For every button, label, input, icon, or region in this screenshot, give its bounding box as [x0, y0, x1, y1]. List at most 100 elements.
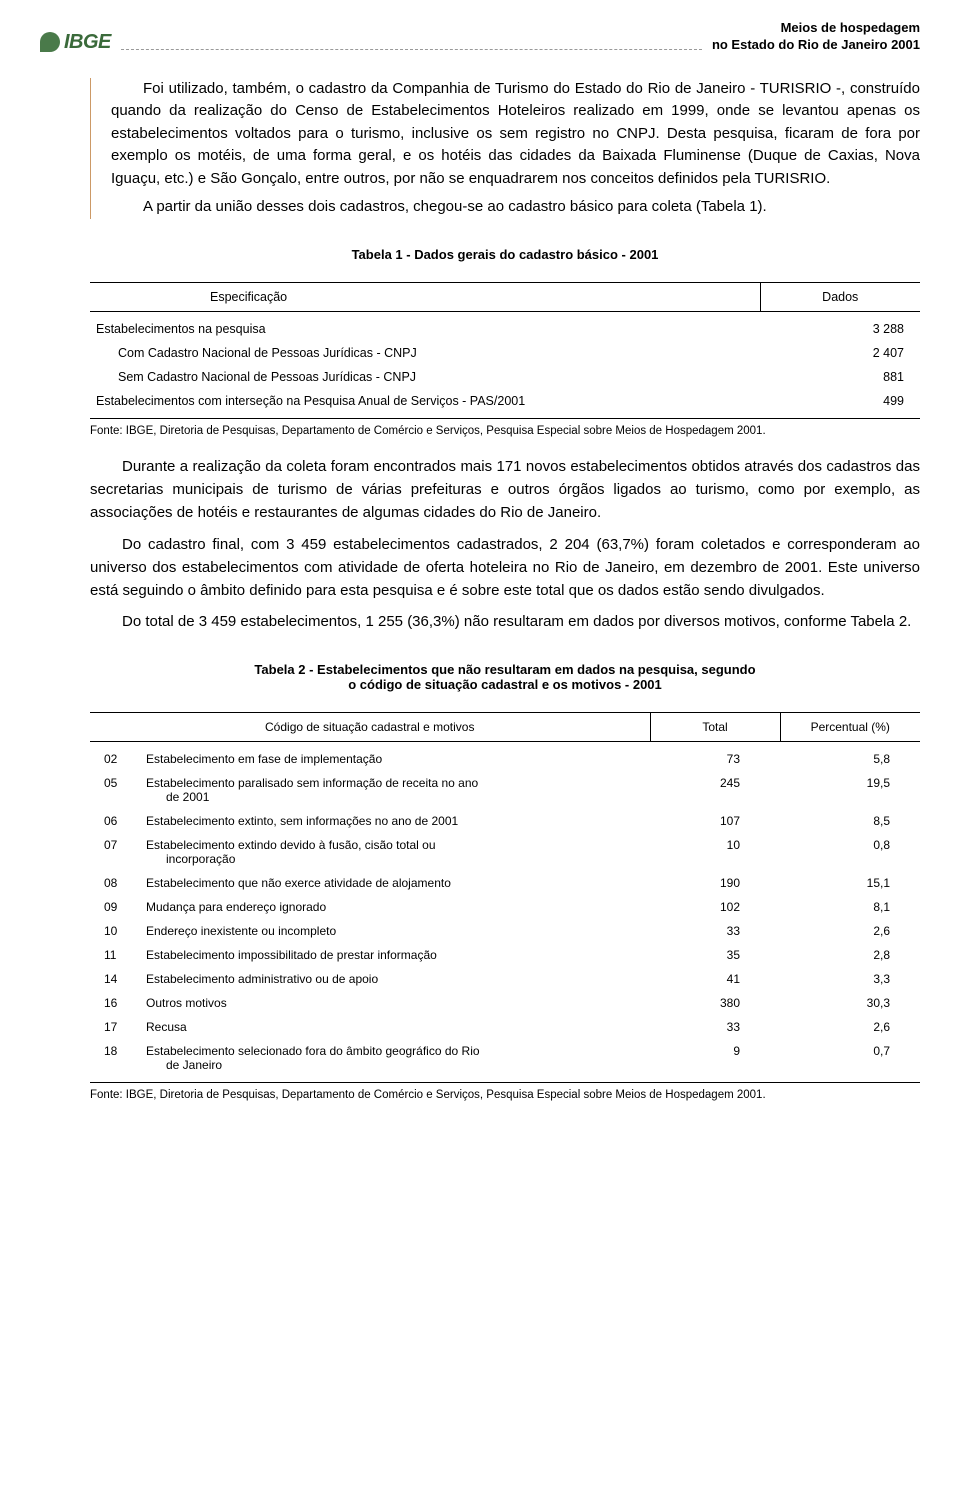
table2-cell-total: 73 [650, 741, 780, 771]
table2-source: Fonte: IBGE, Diretoria de Pesquisas, Dep… [90, 1089, 920, 1101]
middle-paragraph-2: Do cadastro final, com 3 459 estabelecim… [90, 533, 920, 603]
table2-cell-pct: 2,6 [780, 919, 920, 943]
table1-source: Fonte: IBGE, Diretoria de Pesquisas, Dep… [90, 425, 920, 437]
table-row: 18Estabelecimento selecionado fora do âm… [90, 1039, 920, 1083]
intro-paragraph-1: Foi utilizado, também, o cadastro da Com… [111, 78, 920, 191]
table2-col-desc: Código de situação cadastral e motivos [90, 712, 650, 741]
table2-cell-code: 07 [90, 833, 140, 871]
table2-cell-desc: Estabelecimento extindo devido à fusão, … [140, 833, 650, 871]
table2-cell-desc-sub: incorporação [146, 852, 630, 866]
table1: Especificação Dados Estabelecimentos na … [90, 282, 920, 419]
table1-header-row: Especificação Dados [90, 282, 920, 311]
intro-paragraph-2: A partir da união desses dois cadastros,… [111, 196, 920, 219]
table2-cell-total: 190 [650, 871, 780, 895]
table2-cell-desc: Estabelecimento em fase de implementação [140, 741, 650, 771]
table2-cell-code: 08 [90, 871, 140, 895]
table2-cell-code: 11 [90, 943, 140, 967]
table-row: Estabelecimentos na pesquisa3 288 [90, 311, 920, 341]
logo: IBGE [40, 31, 111, 54]
title-line-2: no Estado do Rio de Janeiro 2001 [712, 37, 920, 54]
table1-caption: Tabela 1 - Dados gerais do cadastro bási… [90, 247, 920, 262]
table1-cell-value: 3 288 [760, 311, 920, 341]
table2-cell-pct: 8,5 [780, 809, 920, 833]
table2-cell-pct: 5,8 [780, 741, 920, 771]
table-row: 10Endereço inexistente ou incompleto332,… [90, 919, 920, 943]
logo-text: IBGE [64, 31, 111, 54]
table1-cell-value: 2 407 [760, 341, 920, 365]
table2-cell-total: 380 [650, 991, 780, 1015]
table2-cell-code: 06 [90, 809, 140, 833]
table2-cell-desc: Estabelecimento paralisado sem informaçã… [140, 771, 650, 809]
table2-cell-total: 35 [650, 943, 780, 967]
table2-col-pct: Percentual (%) [780, 712, 920, 741]
document-title: Meios de hospedagem no Estado do Rio de … [712, 20, 920, 54]
table2-cell-desc: Estabelecimento impossibilitado de prest… [140, 943, 650, 967]
page-header: IBGE Meios de hospedagem no Estado do Ri… [40, 20, 920, 54]
table2-cell-desc-sub: de Janeiro [146, 1058, 630, 1072]
table2-header-row: Código de situação cadastral e motivos T… [90, 712, 920, 741]
table2-cell-code: 18 [90, 1039, 140, 1083]
table2-cell-desc: Endereço inexistente ou incompleto [140, 919, 650, 943]
table2-cell-total: 10 [650, 833, 780, 871]
table-row: 06Estabelecimento extinto, sem informaçõ… [90, 809, 920, 833]
table2: Código de situação cadastral e motivos T… [90, 712, 920, 1083]
table2-cell-pct: 8,1 [780, 895, 920, 919]
table2-cell-desc: Estabelecimento selecionado fora do âmbi… [140, 1039, 650, 1083]
table2-caption-line1: Tabela 2 - Estabelecimentos que não resu… [254, 662, 755, 677]
table1-col-data: Dados [760, 282, 920, 311]
table2-cell-desc: Outros motivos [140, 991, 650, 1015]
table1-cell-label: Estabelecimentos na pesquisa [90, 311, 760, 341]
table-row: Sem Cadastro Nacional de Pessoas Jurídic… [90, 365, 920, 389]
table2-cell-code: 05 [90, 771, 140, 809]
table-row: 05Estabelecimento paralisado sem informa… [90, 771, 920, 809]
table2-cell-pct: 2,8 [780, 943, 920, 967]
table2-cell-pct: 19,5 [780, 771, 920, 809]
table2-cell-code: 02 [90, 741, 140, 771]
table1-cell-label: Estabelecimentos com interseção na Pesqu… [90, 389, 760, 419]
table2-cell-code: 10 [90, 919, 140, 943]
table2-cell-desc: Recusa [140, 1015, 650, 1039]
table2-cell-pct: 0,7 [780, 1039, 920, 1083]
middle-paragraph-1: Durante a realização da coleta foram enc… [90, 455, 920, 525]
table2-caption-line2: o código de situação cadastral e os moti… [348, 677, 662, 692]
table2-caption: Tabela 2 - Estabelecimentos que não resu… [90, 662, 920, 692]
table-row: 14Estabelecimento administrativo ou de a… [90, 967, 920, 991]
table1-cell-label: Sem Cadastro Nacional de Pessoas Jurídic… [90, 365, 760, 389]
middle-section: Durante a realização da coleta foram enc… [90, 455, 920, 634]
table2-cell-total: 102 [650, 895, 780, 919]
table2-cell-total: 107 [650, 809, 780, 833]
table-row: 07Estabelecimento extindo devido à fusão… [90, 833, 920, 871]
table2-cell-desc: Estabelecimento que não exerce atividade… [140, 871, 650, 895]
table-row: Estabelecimentos com interseção na Pesqu… [90, 389, 920, 419]
table2-cell-total: 9 [650, 1039, 780, 1083]
table2-cell-pct: 2,6 [780, 1015, 920, 1039]
table1-col-spec: Especificação [90, 282, 760, 311]
intro-section: Foi utilizado, também, o cadastro da Com… [90, 78, 920, 219]
table2-cell-total: 33 [650, 1015, 780, 1039]
table2-cell-total: 245 [650, 771, 780, 809]
table-row: 08Estabelecimento que não exerce ativida… [90, 871, 920, 895]
table2-cell-code: 14 [90, 967, 140, 991]
ibge-globe-icon [40, 32, 60, 52]
table2-cell-desc: Estabelecimento administrativo ou de apo… [140, 967, 650, 991]
table2-cell-code: 17 [90, 1015, 140, 1039]
table2-cell-total: 41 [650, 967, 780, 991]
table2-cell-desc-sub: de 2001 [146, 790, 630, 804]
table2-cell-pct: 30,3 [780, 991, 920, 1015]
table2-cell-desc: Mudança para endereço ignorado [140, 895, 650, 919]
table-row: Com Cadastro Nacional de Pessoas Jurídic… [90, 341, 920, 365]
title-line-1: Meios de hospedagem [712, 20, 920, 37]
table1-cell-label: Com Cadastro Nacional de Pessoas Jurídic… [90, 341, 760, 365]
table2-cell-pct: 3,3 [780, 967, 920, 991]
table-row: 16Outros motivos38030,3 [90, 991, 920, 1015]
table-row: 17Recusa332,6 [90, 1015, 920, 1039]
table-row: 02Estabelecimento em fase de implementaç… [90, 741, 920, 771]
middle-paragraph-3: Do total de 3 459 estabelecimentos, 1 25… [90, 610, 920, 633]
table2-col-total: Total [650, 712, 780, 741]
table-row: 11Estabelecimento impossibilitado de pre… [90, 943, 920, 967]
table2-cell-total: 33 [650, 919, 780, 943]
header-divider [121, 49, 702, 50]
table1-cell-value: 499 [760, 389, 920, 419]
table-row: 09Mudança para endereço ignorado1028,1 [90, 895, 920, 919]
table2-cell-desc: Estabelecimento extinto, sem informações… [140, 809, 650, 833]
